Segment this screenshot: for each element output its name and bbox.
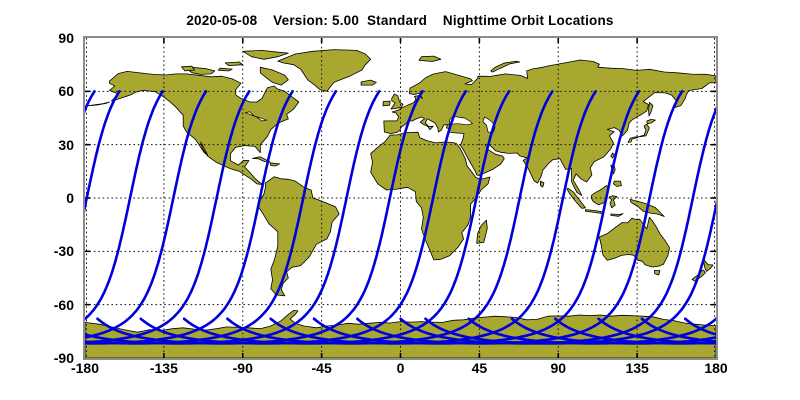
orbit-ground-track [85,90,716,345]
y-tick-label: 0 [66,190,74,206]
land-polygon [217,67,233,72]
land-polygon [418,55,442,62]
land-polygon [703,258,714,272]
land-polygon [566,187,586,209]
orbit-ground-track [182,90,511,345]
orbit-ground-track [85,90,716,345]
land-polygon [360,79,377,86]
orbit-ground-track [139,90,468,345]
land-polygon [610,213,624,217]
x-tick-label: 45 [471,360,488,376]
world-map-svg [85,38,716,358]
y-tick-label: -60 [53,296,74,313]
land-polygon [224,61,244,66]
lake-polygon [244,111,268,122]
orbit-ground-track [85,90,716,345]
land-polygon [608,195,618,209]
x-tick-label: 180 [704,360,728,376]
plot-title: 2020-05-08 Version: 5.00 Standard Nightt… [186,13,614,28]
y-tick-label: -30 [53,243,74,260]
land-polygon [382,100,391,107]
y-tick-label: 30 [58,136,74,153]
land-polygon [109,71,300,186]
land-polygon [585,209,602,214]
map-plot-area [83,36,718,360]
orbit-ground-track [226,90,554,345]
land-polygon [490,60,521,73]
land-polygon [86,101,110,107]
x-tick-label: 135 [625,360,649,376]
land-polygon [653,270,661,276]
orbit-ground-track [269,90,597,345]
land-polygon [613,180,622,187]
orbit-ground-track [356,90,684,345]
orbit-ground-track [96,90,424,345]
y-tick-label: 60 [58,83,74,100]
x-tick-label: -90 [232,360,253,376]
land-polygon [181,65,195,72]
orbit-ground-track [85,90,716,345]
land-polygon [540,180,545,188]
land-polygon [269,162,280,167]
x-tick-label: -135 [149,360,178,376]
x-tick-label: 0 [396,360,405,376]
lake-polygon [449,115,474,126]
land-polygon [648,102,654,117]
x-tick-label: -45 [311,360,332,376]
land-polygon [242,50,289,60]
orbit-ground-track [85,90,716,345]
land-polygon [277,49,372,92]
land-polygon [258,176,340,297]
y-tick-label: -90 [53,350,74,366]
land-polygon [646,119,656,125]
land-polygon [259,66,289,86]
orbit-ground-track [85,90,716,345]
orbit-ground-track [312,90,641,345]
orbit-ground-track [85,90,716,345]
x-tick-label: -180 [70,360,100,376]
y-tick-label: 90 [58,30,74,46]
land-polygon [627,123,650,143]
land-polygon [610,152,615,159]
orbit-ground-track [85,90,716,345]
x-tick-label: 90 [550,360,567,376]
land-polygon [599,216,670,268]
